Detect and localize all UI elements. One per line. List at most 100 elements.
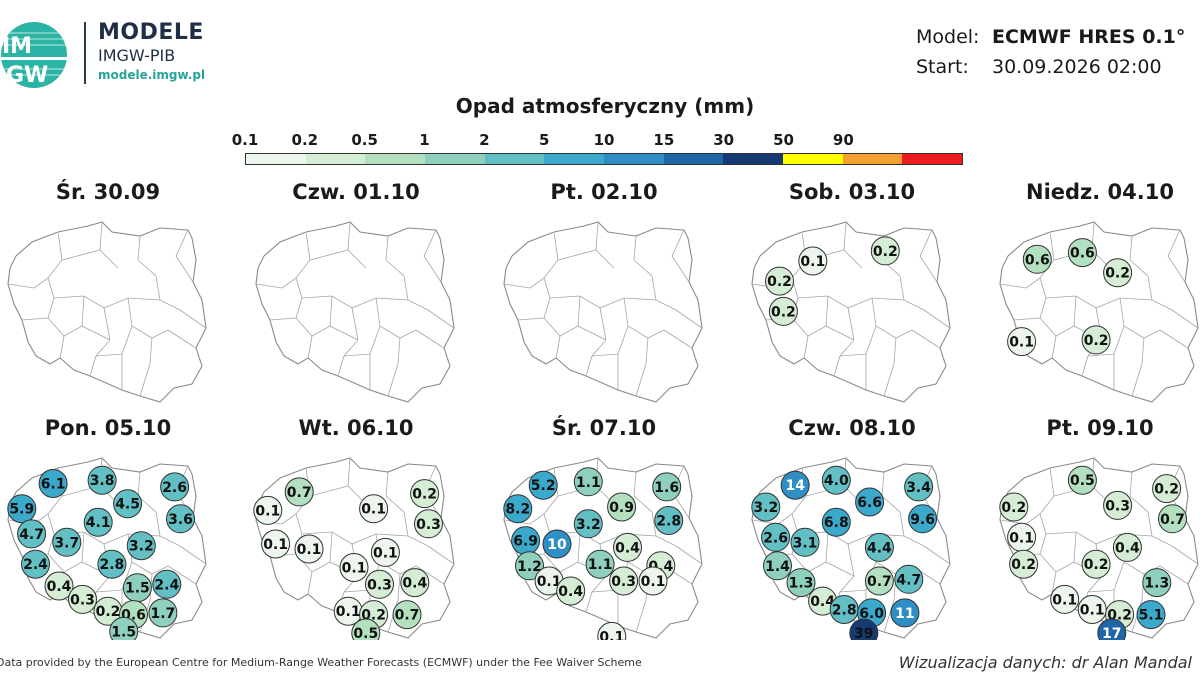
legend-tick-label: 15 [653, 131, 675, 149]
panel-date-title: Czw. 01.10 [292, 180, 420, 204]
marker-value: 0.3 [611, 574, 636, 590]
marker-circle [253, 495, 283, 525]
marker-circle [999, 492, 1029, 522]
precipitation-marker: 5.2 [528, 470, 558, 500]
marker-value: 0.2 [1001, 500, 1026, 516]
region-border [387, 573, 401, 633]
region-border [903, 535, 951, 565]
marker-value: 0.1 [1080, 603, 1105, 619]
region-border [295, 231, 311, 299]
precipitation-marker: 0.3 [365, 569, 394, 599]
legend-segment [544, 154, 605, 164]
marker-value: 0.7 [287, 485, 312, 501]
marker-circle [1103, 490, 1133, 520]
marker-circle [1081, 549, 1111, 579]
poland-map: 0.50.20.2 0.30.70.10.40.2 0.21.30.10.1 0.2 5… [999, 457, 1199, 640]
precipitation-marker: 1.3 [786, 568, 816, 598]
legend-segment [783, 154, 843, 164]
legend-tick-label: 2 [479, 131, 490, 149]
poland-map [255, 221, 455, 403]
region-border [137, 471, 161, 537]
region-border [385, 471, 409, 537]
precipitation-marker: 0.2 [999, 492, 1029, 522]
marker-circle [414, 509, 443, 539]
marker-value: 2.4 [23, 557, 48, 573]
region-border [309, 485, 349, 497]
precipitation-marker: 0.4 [400, 568, 430, 598]
marker-value: 0.4 [402, 576, 427, 592]
precipitation-marker: 0.1 [339, 553, 369, 582]
marker-circle [654, 506, 684, 535]
brand-url[interactable]: modele.imgw.pl [98, 68, 206, 82]
region-border [309, 249, 349, 261]
marker-circle [1103, 258, 1133, 288]
marker-circle [908, 504, 938, 534]
start-label: Start: [916, 56, 969, 78]
marker-circle [1142, 568, 1172, 598]
marker-circle [339, 553, 369, 582]
marker-value: 1.7 [150, 606, 175, 622]
region-border [791, 231, 807, 299]
precipitation-marker: 0.7 [864, 566, 894, 596]
poland-map: 6.1 3.8 2.6 5.9 4.54.1 3.6 4.7 3.7 3.2 2.4 2.8 0.4 1… [7, 457, 207, 640]
marker-circle [607, 492, 637, 522]
marker-value: 2.8 [99, 557, 124, 573]
logo-text-top: IM [2, 34, 32, 59]
marker-value: 1.6 [654, 480, 679, 496]
brand-subtitle: IMGW-PIB [98, 46, 176, 65]
region-border [329, 325, 359, 341]
precipitation-marker: 0.2 [1103, 258, 1133, 288]
precipitation-marker: 0.2 [410, 479, 440, 509]
legend-color-bar [245, 153, 963, 165]
marker-circle [52, 527, 82, 557]
legend-tick-label: 0.1 [231, 131, 259, 149]
precipitation-marker: 3.8 [87, 465, 117, 495]
legend-segment [842, 154, 903, 164]
region-border [1131, 337, 1145, 397]
marker-value: 4.0 [824, 473, 849, 489]
precipitation-marker: 3.1 [790, 527, 820, 557]
precipitation-marker: 0.4 [808, 586, 838, 616]
region-border [655, 535, 703, 565]
region-border [633, 235, 657, 301]
precipitation-marker: 10 [542, 529, 572, 559]
marker-value: 0.2 [873, 244, 898, 260]
precipitation-marker: 0.3 [609, 566, 639, 596]
marker-value: 1.2 [517, 559, 542, 575]
marker-circle [798, 246, 828, 276]
precipitation-marker: 0.1 [261, 529, 291, 559]
marker-value: 3.1 [793, 535, 818, 551]
precipitation-marker: 0.1 [1007, 522, 1037, 552]
marker-circle [864, 566, 894, 596]
marker-value: 3.4 [906, 480, 931, 496]
marker-value: 11 [895, 606, 914, 622]
marker-value: 0.4 [558, 584, 583, 600]
region-border [543, 317, 561, 359]
region-border [635, 337, 649, 397]
marker-value: 0.7 [867, 574, 892, 590]
marker-value: 3.2 [576, 517, 601, 533]
precipitation-marker: 0.5 [351, 618, 381, 640]
precipitation-marker: 4.4 [864, 532, 894, 562]
precipitation-marker: 0.1 [359, 494, 389, 524]
marker-circle [1067, 238, 1097, 268]
marker-value: 2.8 [656, 514, 681, 530]
precipitation-marker: 2.6 [160, 472, 190, 502]
region-border [7, 277, 49, 289]
marker-circle [400, 568, 430, 598]
marker-circle [528, 470, 558, 500]
marker-circle [1067, 465, 1097, 495]
marker-circle [1112, 532, 1142, 562]
precipitation-marker: 3.7 [52, 527, 82, 557]
marker-circle [294, 534, 324, 564]
marker-value: 0.6 [1070, 246, 1095, 262]
region-border [825, 561, 855, 577]
precipitation-marker: 0.7 [284, 477, 314, 507]
marker-value: 2.6 [763, 530, 788, 546]
marker-value: 0.3 [367, 577, 392, 593]
region-border [407, 535, 455, 565]
precipitation-marker: 2.4 [21, 549, 50, 579]
legend-segment [723, 154, 784, 164]
region-border [791, 317, 809, 359]
country-outline [7, 221, 207, 403]
